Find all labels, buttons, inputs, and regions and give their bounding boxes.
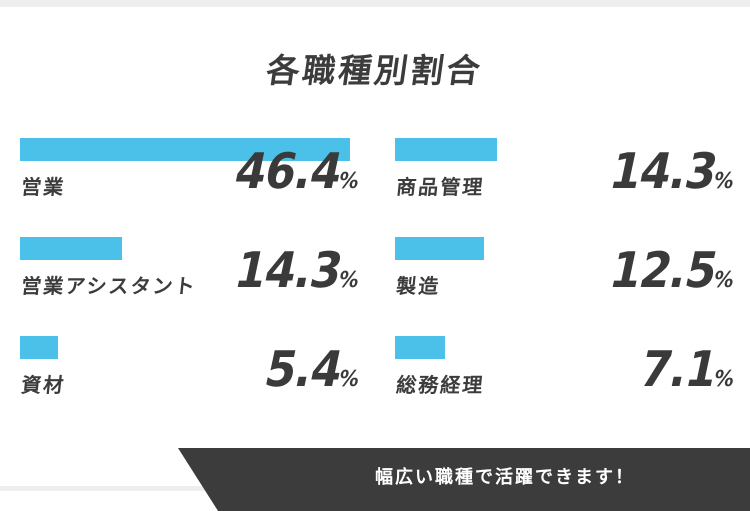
category-label: 資材 (20, 373, 67, 397)
bar (395, 336, 446, 359)
bar (395, 138, 497, 161)
value-label: 5.4% (260, 341, 367, 398)
value-number: 46.4 (230, 143, 348, 200)
banner-text: 幅広い職種で活躍できます！ (375, 467, 635, 488)
bar (395, 237, 484, 260)
value-label: 46.4% (230, 143, 367, 200)
percent-sign: % (711, 268, 737, 293)
value-number: 12.5 (605, 242, 723, 299)
top-stripe (0, 0, 750, 7)
value-number: 14.3 (605, 143, 723, 200)
percent-sign: % (336, 169, 362, 194)
value-number: 7.1 (635, 341, 723, 398)
value-number: 14.3 (230, 242, 348, 299)
value-label: 14.3% (230, 242, 367, 299)
chart-item: 総務経理 7.1% (395, 336, 737, 406)
percent-sign: % (336, 268, 362, 293)
percent-sign: % (711, 169, 737, 194)
banner-background (178, 448, 750, 511)
chart-item: 営業アシスタント 14.3% (20, 237, 362, 307)
bar (20, 336, 59, 359)
bar (20, 237, 122, 260)
percent-sign: % (336, 367, 362, 392)
category-label: 営業 (20, 175, 67, 199)
value-label: 14.3% (605, 143, 742, 200)
value-number: 5.4 (260, 341, 348, 398)
category-label: 商品管理 (395, 175, 486, 199)
value-label: 12.5% (605, 242, 742, 299)
bar (20, 138, 350, 161)
category-label: 営業アシスタント (20, 274, 198, 298)
value-label: 7.1% (635, 341, 742, 398)
category-label: 製造 (395, 274, 442, 298)
chart-title: 各職種別割合 (263, 51, 486, 90)
chart-item: 営業 46.4% (20, 138, 362, 208)
chart-item: 製造 12.5% (395, 237, 737, 307)
category-label: 総務経理 (395, 373, 486, 397)
chart-item: 商品管理 14.3% (395, 138, 737, 208)
percent-sign: % (711, 367, 737, 392)
chart-item: 資材 5.4% (20, 336, 362, 406)
